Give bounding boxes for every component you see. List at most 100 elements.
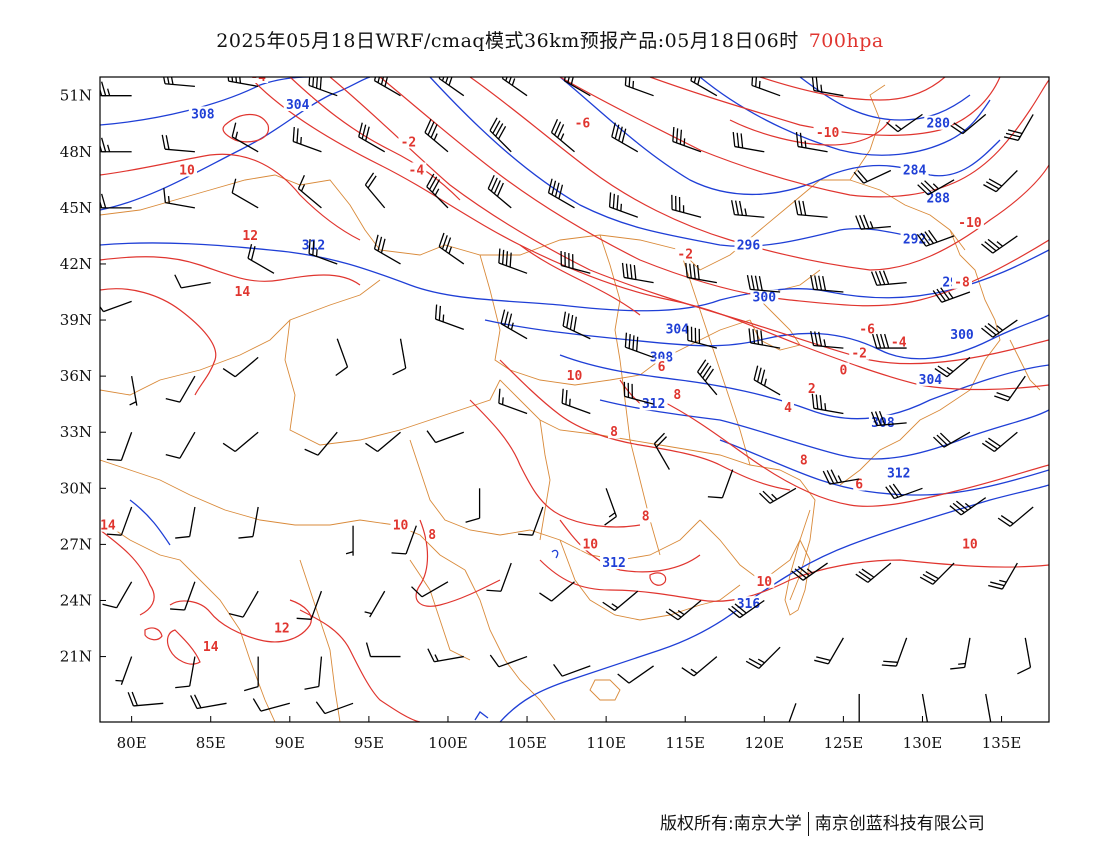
temperature-label-bg — [430, 77, 451, 78]
wind-barb — [561, 388, 591, 415]
wind-barb — [624, 77, 654, 97]
temperature-label: 8 — [673, 388, 681, 403]
wind-barb — [1003, 114, 1034, 142]
temperature-label-bg — [240, 227, 261, 242]
wind-barb — [681, 656, 718, 677]
temperature-label-bg — [639, 508, 652, 523]
wind-barb — [751, 77, 781, 97]
wind-barb — [501, 77, 528, 97]
temperature-label: 10 — [756, 575, 772, 590]
lon-label: 80E — [117, 734, 147, 752]
temperature-label: 8 — [642, 509, 650, 524]
lat-label: 39N — [60, 311, 92, 329]
wind-barb — [563, 77, 591, 97]
wind-barb — [297, 175, 322, 209]
wind-barb — [304, 431, 338, 456]
wind-barb — [165, 431, 196, 459]
wind-barb — [919, 562, 955, 585]
footer-divider — [807, 812, 809, 836]
wind-barb — [391, 525, 417, 555]
wind-barb — [814, 637, 844, 665]
lat-label: 30N — [60, 479, 92, 497]
temperature-label: -2 — [677, 248, 693, 263]
geopotential-label: 312 — [887, 466, 910, 481]
wind-barb — [100, 300, 132, 313]
wind-barb — [731, 200, 765, 218]
geopotential-label-bg — [283, 97, 312, 112]
temperature-label: -6 — [859, 322, 875, 337]
lon-label: 130E — [903, 734, 943, 752]
temperature-label-bg — [572, 115, 593, 130]
lat-label: 21N — [60, 648, 92, 666]
wind-barb — [175, 656, 196, 689]
wind-barb — [872, 333, 907, 349]
wind-barbs — [100, 77, 1034, 722]
temperature-label-bg — [849, 345, 870, 360]
wind-barb — [231, 178, 259, 209]
geopotential-label-bg — [647, 349, 676, 364]
wind-barb — [434, 304, 465, 331]
temperature-label-bg — [406, 162, 427, 177]
lat-label: 33N — [60, 423, 92, 441]
geopotential-label-bg — [900, 162, 929, 177]
geopotential-label-bg — [916, 371, 945, 386]
wind-barb — [228, 590, 259, 618]
lon-label: 105E — [507, 734, 547, 752]
wind-barb — [983, 170, 1018, 193]
geopotential-label-bg — [884, 465, 913, 480]
wind-barb — [665, 599, 702, 621]
wind-barb — [791, 562, 828, 581]
temperature-labels: -4 -4 -12-6-2-4-10-10-8101214-2-6-4-202468… — [100, 64, 984, 655]
wind-barb — [498, 388, 528, 415]
wind-barb — [335, 338, 349, 377]
temperature-label: -12 — [737, 64, 760, 79]
lat-label: 27N — [60, 535, 92, 553]
wind-barb — [917, 179, 955, 196]
wind-barb — [518, 506, 544, 536]
wind-barb — [994, 375, 1026, 402]
lat-label: 45N — [60, 199, 92, 217]
wind-barb — [810, 274, 844, 293]
wind-barb — [465, 488, 481, 523]
temperature-label-bg — [426, 527, 439, 542]
wind-barb — [870, 270, 907, 286]
wind-barb — [748, 328, 781, 349]
copyright-footer: 版权所有:南京大学 南京创蓝科技有限公司 — [660, 809, 985, 836]
geopotential-label-bg — [924, 190, 953, 205]
geopotential-label: 312 — [642, 397, 665, 412]
temperature-label-bg — [271, 620, 292, 635]
wind-barb — [685, 262, 717, 284]
temperature-label: 8 — [428, 528, 436, 543]
wind-barb — [365, 642, 401, 658]
wind-barb — [1017, 637, 1032, 675]
wind-barb — [127, 691, 164, 707]
pressure-level: 700hpa — [808, 30, 884, 52]
wind-barb — [672, 126, 702, 153]
geopotential-label-bg — [600, 555, 629, 570]
wind-barb — [933, 431, 971, 448]
wind-barb — [498, 248, 528, 274]
wind-barb — [745, 646, 781, 669]
geopotential-label: 292 — [903, 233, 926, 248]
wind-barb — [392, 338, 407, 376]
wind-barb — [252, 698, 290, 712]
temperature-label-bg — [390, 517, 411, 532]
wind-barb — [100, 193, 132, 209]
lat-label: 48N — [60, 143, 92, 161]
lon-label: 90E — [275, 734, 305, 752]
wind-barb — [794, 200, 828, 218]
wind-barb — [602, 590, 639, 611]
temperature-label: -10 — [958, 216, 982, 231]
title-text: 2025年05月18日WRF/cmaq模式36km预报产品:05月18日06时 — [216, 30, 799, 52]
wind-barb — [304, 656, 323, 690]
wind-barb — [426, 173, 449, 209]
wind-barb — [175, 506, 196, 539]
wind-barb — [411, 581, 449, 598]
wind-barb — [238, 506, 259, 539]
wind-barb — [788, 703, 797, 722]
temperature-label: 12 — [274, 622, 290, 637]
lat-label: 42N — [60, 255, 92, 273]
wind-barb — [308, 239, 338, 265]
wind-barb — [364, 172, 386, 209]
temperature-label-bg — [754, 573, 775, 588]
